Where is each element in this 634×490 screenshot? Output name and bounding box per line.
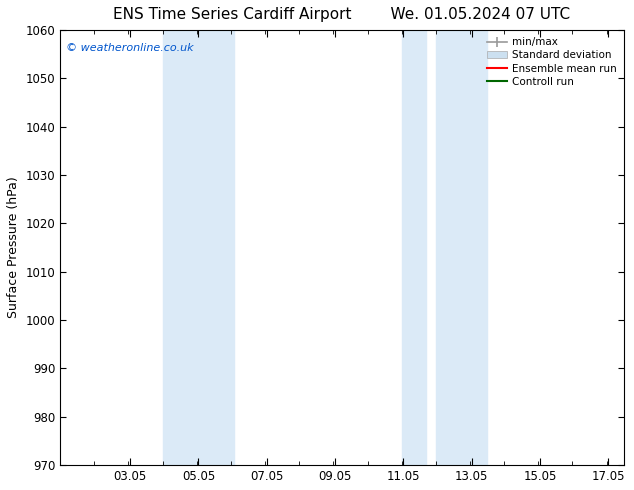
Text: © weatheronline.co.uk: © weatheronline.co.uk [66,43,193,53]
Legend: min/max, Standard deviation, Ensemble mean run, Controll run: min/max, Standard deviation, Ensemble me… [484,35,619,89]
Bar [436,30,487,465]
Bar [162,30,235,465]
Y-axis label: Surface Pressure (hPa): Surface Pressure (hPa) [7,177,20,318]
Title: ENS Time Series Cardiff Airport        We. 01.05.2024 07 UTC: ENS Time Series Cardiff Airport We. 01.0… [113,7,571,22]
Bar [402,30,425,465]
